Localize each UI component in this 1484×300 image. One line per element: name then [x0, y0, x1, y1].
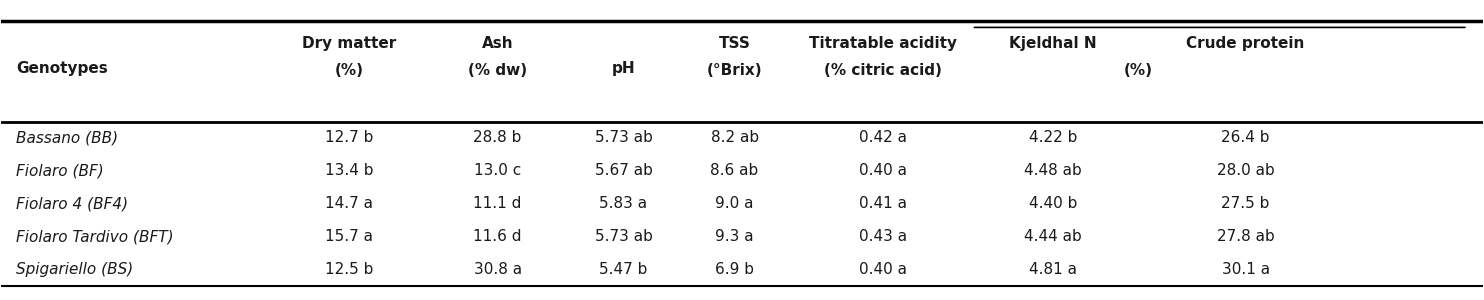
Text: 4.40 b: 4.40 b: [1028, 196, 1077, 211]
Text: 11.6 d: 11.6 d: [473, 229, 522, 244]
Text: (%): (%): [1123, 63, 1153, 78]
Text: Ash: Ash: [482, 36, 513, 51]
Text: (% dw): (% dw): [467, 63, 527, 78]
Text: Fiolaro (BF): Fiolaro (BF): [16, 164, 104, 178]
Text: Crude protein: Crude protein: [1186, 36, 1304, 51]
Text: 0.41 a: 0.41 a: [859, 196, 907, 211]
Text: Fiolaro 4 (BF4): Fiolaro 4 (BF4): [16, 196, 128, 211]
Text: 5.73 ab: 5.73 ab: [595, 229, 653, 244]
Text: 6.9 b: 6.9 b: [715, 262, 754, 277]
Text: 0.43 a: 0.43 a: [859, 229, 907, 244]
Text: Titratable acidity: Titratable acidity: [809, 36, 957, 51]
Text: 11.1 d: 11.1 d: [473, 196, 522, 211]
Text: 0.40 a: 0.40 a: [859, 262, 907, 277]
Text: 5.47 b: 5.47 b: [600, 262, 647, 277]
Text: 30.1 a: 30.1 a: [1221, 262, 1270, 277]
Text: 4.48 ab: 4.48 ab: [1024, 164, 1082, 178]
Text: Spigariello (BS): Spigariello (BS): [16, 262, 134, 277]
Text: (% citric acid): (% citric acid): [824, 63, 942, 78]
Text: 5.73 ab: 5.73 ab: [595, 130, 653, 146]
Text: 30.8 a: 30.8 a: [473, 262, 522, 277]
Text: 8.6 ab: 8.6 ab: [711, 164, 758, 178]
Text: 0.40 a: 0.40 a: [859, 164, 907, 178]
Text: TSS: TSS: [718, 36, 751, 51]
Text: 4.81 a: 4.81 a: [1028, 262, 1077, 277]
Text: 27.5 b: 27.5 b: [1221, 196, 1270, 211]
Text: Bassano (BB): Bassano (BB): [16, 130, 119, 146]
Text: 5.83 a: 5.83 a: [600, 196, 647, 211]
Text: (°Brix): (°Brix): [706, 63, 763, 78]
Text: Kjeldhal N: Kjeldhal N: [1009, 36, 1097, 51]
Text: 13.4 b: 13.4 b: [325, 164, 374, 178]
Text: 12.5 b: 12.5 b: [325, 262, 374, 277]
Text: 28.8 b: 28.8 b: [473, 130, 522, 146]
Text: 8.2 ab: 8.2 ab: [711, 130, 758, 146]
Text: 26.4 b: 26.4 b: [1221, 130, 1270, 146]
Text: 12.7 b: 12.7 b: [325, 130, 374, 146]
Text: 4.22 b: 4.22 b: [1028, 130, 1077, 146]
Text: (%): (%): [335, 63, 364, 78]
Text: 14.7 a: 14.7 a: [325, 196, 374, 211]
Text: 4.44 ab: 4.44 ab: [1024, 229, 1082, 244]
Text: 9.0 a: 9.0 a: [715, 196, 754, 211]
Text: 0.42 a: 0.42 a: [859, 130, 907, 146]
Text: Genotypes: Genotypes: [16, 61, 108, 76]
Text: Fiolaro Tardivo (BFT): Fiolaro Tardivo (BFT): [16, 229, 174, 244]
Text: 28.0 ab: 28.0 ab: [1217, 164, 1275, 178]
Text: Dry matter: Dry matter: [303, 36, 396, 51]
Text: 5.67 ab: 5.67 ab: [595, 164, 653, 178]
Text: 9.3 a: 9.3 a: [715, 229, 754, 244]
Text: 15.7 a: 15.7 a: [325, 229, 374, 244]
Text: 13.0 c: 13.0 c: [473, 164, 521, 178]
Text: pH: pH: [611, 61, 635, 76]
Text: 27.8 ab: 27.8 ab: [1217, 229, 1275, 244]
